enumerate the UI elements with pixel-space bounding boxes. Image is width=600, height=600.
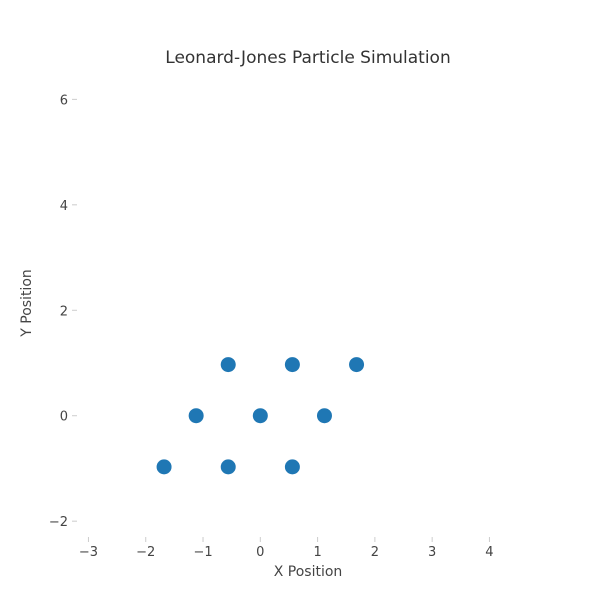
y-tick-label: 6 (60, 93, 68, 108)
particle-point (220, 357, 236, 373)
x-tick-label: −1 (193, 545, 212, 560)
y-tick-label: −2 (49, 515, 68, 530)
particle-point (284, 459, 300, 475)
y-axis-label: Y Position (19, 269, 35, 338)
x-tick-label: 2 (371, 545, 379, 560)
y-axis: −2 0 2 4 6 (49, 93, 77, 530)
particle-point (220, 459, 236, 475)
y-tick-label: 4 (60, 199, 68, 214)
x-tick-label: 3 (428, 545, 436, 560)
particle-point (349, 357, 365, 373)
particle-point (156, 459, 172, 475)
particle-point (252, 408, 268, 424)
particle-point (316, 408, 332, 424)
x-tick-label: 1 (313, 545, 321, 560)
chart-title: Leonard-Jones Particle Simulation (165, 48, 450, 68)
x-tick-label: 4 (485, 545, 493, 560)
y-tick-label: 2 (60, 304, 68, 319)
x-tick-label: −3 (79, 545, 98, 560)
x-axis: −3 −2 −1 0 1 2 3 4 (79, 537, 494, 560)
particle-point (188, 408, 204, 424)
data-points (156, 357, 365, 475)
y-tick-label: 0 (60, 410, 68, 425)
x-tick-label: 0 (256, 545, 264, 560)
particle-point (284, 357, 300, 373)
x-tick-label: −2 (136, 545, 155, 560)
x-axis-label: X Position (274, 564, 343, 580)
